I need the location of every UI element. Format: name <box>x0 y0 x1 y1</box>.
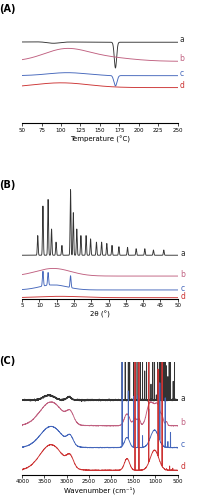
Text: d: d <box>179 80 184 90</box>
Text: b: b <box>179 54 184 64</box>
Text: b: b <box>180 418 185 427</box>
Text: a: a <box>179 36 184 44</box>
Text: b: b <box>180 270 185 279</box>
Text: d: d <box>180 462 185 471</box>
Text: (B): (B) <box>0 180 15 190</box>
Text: d: d <box>180 292 185 300</box>
X-axis label: 2θ (°): 2θ (°) <box>90 311 110 318</box>
Text: (C): (C) <box>0 356 15 366</box>
Text: a: a <box>180 249 185 258</box>
Text: a: a <box>180 394 185 402</box>
X-axis label: Temperature (°C): Temperature (°C) <box>70 136 130 142</box>
Text: c: c <box>180 440 184 448</box>
X-axis label: Wavenumber (cm⁻¹): Wavenumber (cm⁻¹) <box>64 487 135 494</box>
Text: c: c <box>180 284 184 293</box>
Text: (A): (A) <box>0 4 15 15</box>
Text: c: c <box>179 69 183 78</box>
